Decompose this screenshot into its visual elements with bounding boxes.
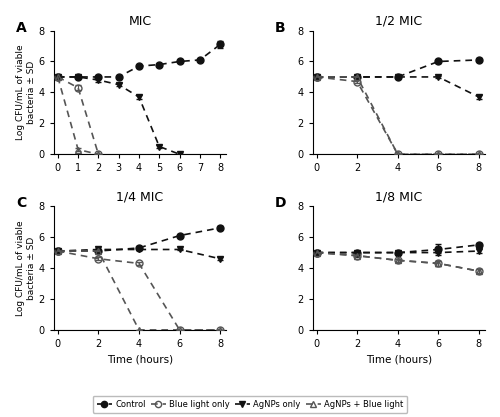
- Y-axis label: Log CFU/mL of viable
bacteria ± SD: Log CFU/mL of viable bacteria ± SD: [16, 45, 36, 140]
- Text: B: B: [274, 21, 285, 35]
- X-axis label: Time (hours): Time (hours): [107, 354, 173, 364]
- Title: MIC: MIC: [128, 15, 152, 28]
- Y-axis label: Log CFU/mL of viable
bacteria ± SD: Log CFU/mL of viable bacteria ± SD: [16, 220, 36, 316]
- X-axis label: Time (hours): Time (hours): [366, 354, 432, 364]
- Title: 1/2 MIC: 1/2 MIC: [375, 15, 422, 28]
- Title: 1/4 MIC: 1/4 MIC: [116, 191, 164, 203]
- Text: A: A: [16, 21, 26, 35]
- Title: 1/8 MIC: 1/8 MIC: [375, 191, 422, 203]
- Legend: Control, Blue light only, AgNPs only, AgNPs + Blue light: Control, Blue light only, AgNPs only, Ag…: [92, 395, 407, 413]
- Text: D: D: [274, 196, 286, 210]
- Text: C: C: [16, 196, 26, 210]
